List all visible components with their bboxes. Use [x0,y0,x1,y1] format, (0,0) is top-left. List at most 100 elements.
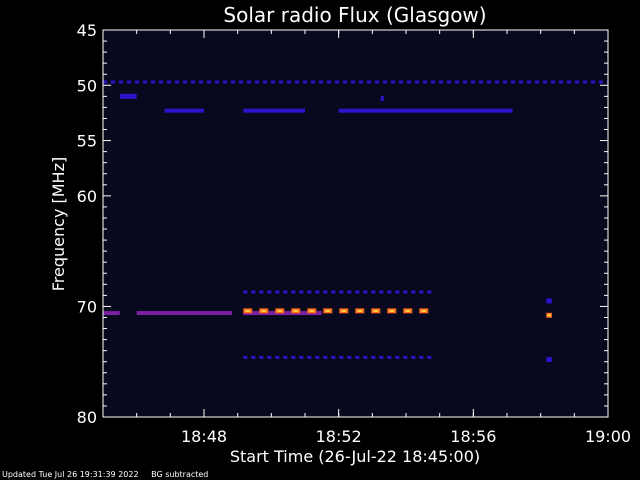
emission-dash [291,355,296,359]
emission-dash [411,355,416,359]
emission-dash [191,80,195,84]
emission-dash [495,80,499,84]
emission-spot [546,357,552,363]
x-tick-label: 18:48 [181,427,227,446]
emission-dash [471,80,475,84]
x-tick-label: 19:00 [585,427,631,446]
emission-dash [367,80,371,84]
emission-dash [463,80,467,84]
emission-dash [315,290,320,294]
emission-dash [127,80,131,84]
emission-dash [279,80,283,84]
emission-dash [307,290,312,294]
emission-dash [275,355,280,359]
emission-dash [543,80,547,84]
emission-dash [519,80,523,84]
emission-dash [251,355,256,359]
x-tick-label: 18:56 [450,427,496,446]
emission-dash [275,290,280,294]
emission-dash [403,290,408,294]
emission-dash [371,290,376,294]
emission-dash [599,80,603,84]
emission-dash [259,290,264,294]
y-tick-label: 60 [77,187,97,206]
y-tick-label: 70 [77,297,97,316]
emission-dash [383,80,387,84]
emission-dash [431,80,435,84]
emission-dash [255,80,259,84]
emission-dash [455,80,459,84]
emission-peak [421,309,427,312]
emission-peak [405,309,411,312]
y-tick-label: 55 [77,132,97,151]
emission-dash [243,290,248,294]
emission-dash [215,80,219,84]
x-tick-label: 18:52 [316,427,362,446]
emission-peak [357,309,363,312]
emission-dash [259,355,264,359]
footer: Updated Tue Jul 26 19:31:39 2022 BG subt… [2,470,218,480]
emission-dash [399,80,403,84]
emission-peak [309,309,315,312]
emission-dash [395,355,400,359]
emission-dash [291,290,296,294]
emission-dash [283,355,288,359]
emission-dash [407,80,411,84]
emission-dash [299,290,304,294]
emission-dash [395,290,400,294]
emission-dash [439,80,443,84]
emission-dash [103,80,107,84]
emission-peak [293,309,299,312]
emission-dash [267,290,272,294]
plot-area [103,30,608,417]
emission-dash [551,80,555,84]
emission-dash [183,80,187,84]
emission-dash [419,355,424,359]
emission-dash [355,355,360,359]
y-tick-label: 80 [77,408,97,427]
emission-dash [223,80,227,84]
emission-dash [423,80,427,84]
emission-dash [295,80,299,84]
x-axis: 18:48 18:52 18:56 19:00 [136,30,631,446]
emission-dash [387,355,392,359]
emission-dash [319,80,323,84]
emission-peak [373,309,379,312]
emission-dash [315,355,320,359]
emission-band [164,108,204,113]
emission-band [338,108,513,113]
emission-dash [419,290,424,294]
emission-dash [363,290,368,294]
emission-dash [447,80,451,84]
plot-frame [102,29,609,418]
emission-dash [427,355,432,359]
emission-dash [283,290,288,294]
emission-dash [363,355,368,359]
emission-dash [335,80,339,84]
emission-dash [175,80,179,84]
emission-dash [247,80,251,84]
emission-dash [111,80,115,84]
y-tick-label: 50 [77,76,97,95]
emission-dash [239,80,243,84]
chart-title: Solar radio Flux (Glasgow) [223,3,486,27]
emission-peak [547,314,551,317]
emission-dash [347,290,352,294]
emission-dash [371,355,376,359]
emission-band [103,311,120,316]
emission-dash [487,80,491,84]
emission-dash [355,290,360,294]
emission-dash [331,355,336,359]
emission-dash [339,290,344,294]
emission-dash [327,80,331,84]
emission-dash [287,80,291,84]
emission-peak [341,309,347,312]
emission-dash [583,80,587,84]
emission-spot [119,93,137,99]
emission-dash [159,80,163,84]
emission-peak [325,309,331,312]
emission-dash [151,80,155,84]
emission-dash [351,80,355,84]
emission-dash [347,355,352,359]
